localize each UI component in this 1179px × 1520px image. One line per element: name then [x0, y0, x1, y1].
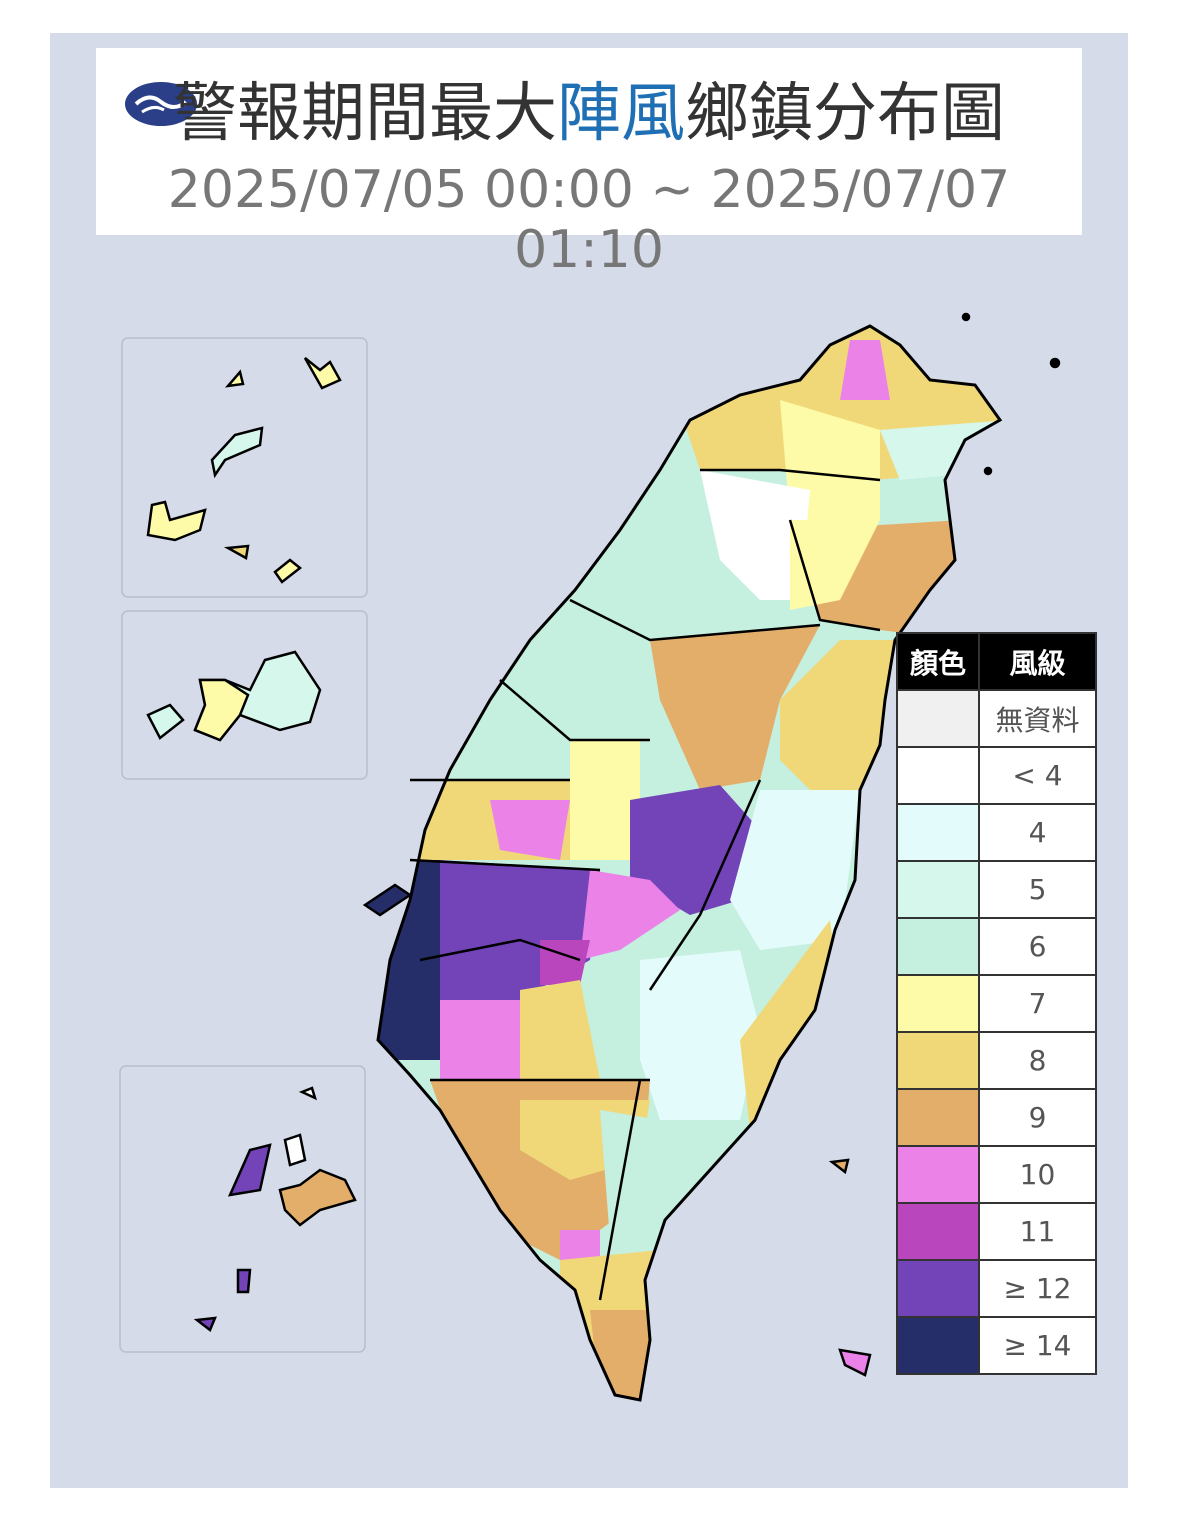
legend: 顏色 風級 無資料 < 4 4 5 6 7 8 9 10 11 ≥ 12 ≥ 14 [896, 632, 1097, 1375]
legend-swatch [896, 803, 980, 862]
legend-label: ≥ 12 [978, 1259, 1097, 1318]
title-part: 警報期間最大 [173, 77, 557, 151]
title: 警報期間最大陣風鄉鎮分布圖 [96, 62, 1082, 154]
county-borders [409, 468, 881, 1301]
legend-label: 4 [978, 803, 1097, 862]
legend-swatch [896, 1259, 980, 1318]
legend-label: 8 [978, 1031, 1097, 1090]
legend-swatch [896, 689, 980, 748]
legend-header-cell: 顏色 [896, 632, 980, 691]
legend-row: 4 [896, 803, 1097, 862]
legend-swatch [896, 1202, 980, 1261]
legend-label: 10 [978, 1145, 1097, 1204]
legend-label: 9 [978, 1088, 1097, 1147]
legend-row: 8 [896, 1031, 1097, 1090]
outer-islands [362, 312, 1061, 1377]
legend-row: ≥ 14 [896, 1316, 1097, 1375]
legend-swatch [896, 1031, 980, 1090]
title-part: 鄉鎮分布圖 [685, 77, 1005, 151]
legend-row: 無資料 [896, 689, 1097, 748]
legend-swatch [896, 746, 980, 805]
legend-row: 5 [896, 860, 1097, 919]
legend-label: 11 [978, 1202, 1097, 1261]
legend-label: 7 [978, 974, 1097, 1033]
legend-swatch [896, 1145, 980, 1204]
legend-swatch [896, 974, 980, 1033]
legend-swatch [896, 917, 980, 976]
legend-label: 6 [978, 917, 1097, 976]
legend-swatch [896, 860, 980, 919]
legend-label: 無資料 [978, 689, 1097, 748]
legend-row: < 4 [896, 746, 1097, 805]
legend-row: 6 [896, 917, 1097, 976]
legend-label: ≥ 14 [978, 1316, 1097, 1375]
logo [125, 82, 197, 126]
legend-row: 11 [896, 1202, 1097, 1261]
inset-boxes [119, 337, 368, 1353]
title-highlight: 陣風 [557, 77, 685, 151]
legend-row: 10 [896, 1145, 1097, 1204]
legend-header-cell: 風級 [978, 632, 1097, 691]
legend-swatch [896, 1088, 980, 1147]
subtitle: 2025/07/05 00:00 ~ 2025/07/07 01:10 [167, 160, 1011, 280]
legend-row: 9 [896, 1088, 1097, 1147]
legend-body: 無資料 < 4 4 5 6 7 8 9 10 11 ≥ 12 ≥ 14 [896, 689, 1097, 1375]
legend-row: ≥ 12 [896, 1259, 1097, 1318]
legend-label: < 4 [978, 746, 1097, 805]
legend-label: 5 [978, 860, 1097, 919]
legend-header: 顏色 風級 [896, 632, 1097, 691]
legend-row: 7 [896, 974, 1097, 1033]
legend-swatch [896, 1316, 980, 1375]
title-box: 警報期間最大陣風鄉鎮分布圖 2025/07/05 00:00 ~ 2025/07… [96, 48, 1082, 280]
